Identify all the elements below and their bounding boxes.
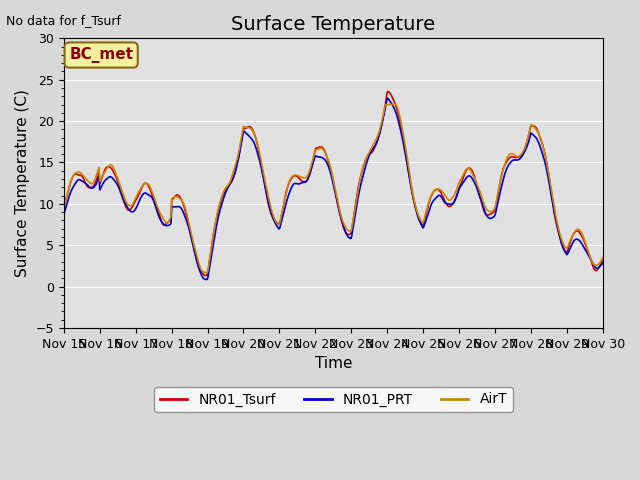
- NR01_PRT: [416, 219, 424, 225]
- Legend: NR01_Tsurf, NR01_PRT, AirT: NR01_Tsurf, NR01_PRT, AirT: [154, 387, 513, 412]
- NR01_PRT: [384, 95, 392, 101]
- NR01_PRT: [401, 145, 408, 151]
- AirT: [209, 235, 217, 240]
- AirT: [125, 203, 133, 208]
- Text: BC_met: BC_met: [69, 47, 133, 63]
- NR01_Tsurf: [209, 234, 217, 240]
- NR01_PRT: [70, 183, 77, 189]
- AirT: [599, 254, 607, 260]
- Text: No data for f_Tsurf: No data for f_Tsurf: [6, 14, 122, 27]
- NR01_Tsurf: [60, 205, 68, 211]
- NR01_PRT: [599, 260, 607, 266]
- Line: AirT: AirT: [64, 105, 603, 273]
- Line: NR01_PRT: NR01_PRT: [64, 98, 603, 279]
- NR01_PRT: [125, 207, 133, 213]
- AirT: [60, 206, 68, 212]
- Y-axis label: Surface Temperature (C): Surface Temperature (C): [15, 89, 30, 277]
- X-axis label: Time: Time: [315, 356, 352, 371]
- NR01_Tsurf: [384, 89, 392, 95]
- NR01_Tsurf: [70, 173, 77, 179]
- NR01_Tsurf: [202, 273, 209, 278]
- AirT: [401, 137, 408, 143]
- Line: NR01_Tsurf: NR01_Tsurf: [64, 92, 603, 276]
- AirT: [416, 216, 424, 222]
- NR01_PRT: [60, 212, 68, 217]
- NR01_Tsurf: [416, 218, 424, 224]
- NR01_PRT: [209, 243, 217, 249]
- AirT: [203, 270, 211, 276]
- AirT: [381, 102, 389, 108]
- NR01_Tsurf: [401, 139, 408, 145]
- NR01_Tsurf: [125, 207, 133, 213]
- NR01_PRT: [203, 276, 211, 282]
- NR01_PRT: [180, 210, 188, 216]
- AirT: [180, 201, 188, 206]
- AirT: [70, 172, 77, 178]
- Title: Surface Temperature: Surface Temperature: [231, 15, 435, 34]
- NR01_Tsurf: [599, 256, 607, 262]
- NR01_Tsurf: [180, 203, 188, 208]
